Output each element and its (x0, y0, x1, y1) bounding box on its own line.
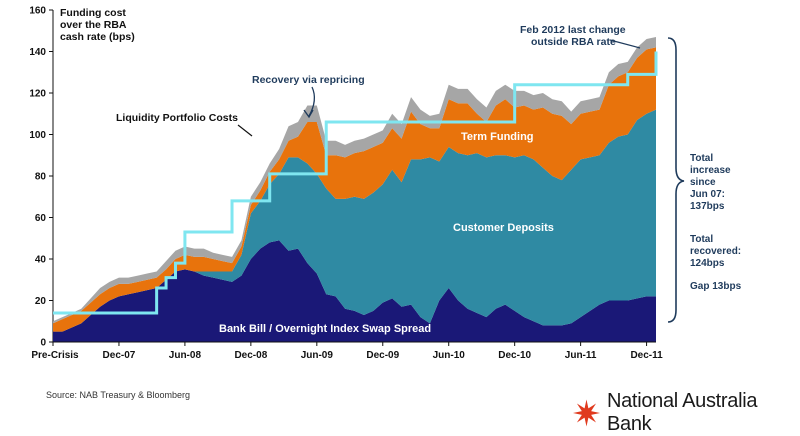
y-tick-label: 140 (29, 47, 46, 58)
customer-deposits-area (53, 109, 656, 332)
term-funding-label: Term Funding (461, 131, 534, 143)
x-tick-label: Dec-09 (366, 350, 399, 361)
x-tick-label: Dec-08 (234, 350, 267, 361)
brand-name: National Australia Bank (606, 390, 758, 435)
repricing-line (53, 51, 658, 315)
liquidity-arrow (237, 124, 253, 137)
total-increase-line-4: Jun 07: (690, 189, 726, 200)
recovery-annotation: Recovery via repricing (252, 74, 365, 86)
liquidity-costs-area (53, 36, 656, 324)
total-recovered-line-2: recovered: (690, 246, 742, 257)
total-increase-brace (667, 37, 685, 323)
brand-logo: National Australia Bank (572, 390, 800, 436)
y-axis-label-line-2: over the RBA (60, 19, 127, 31)
x-axis: Pre-Crisis Dec-07 Jun-08 Dec-08 Jun-09 Dec-09… (31, 341, 663, 361)
y-axis-label-line-1: Funding cost (60, 7, 126, 19)
total-recovered-line-1: Total (690, 234, 714, 245)
total-increase-line-5: 137bps (690, 201, 725, 212)
y-axis: 0 20 40 60 80 100 120 140 160 (29, 6, 54, 349)
x-tick-label: Dec-11 (630, 350, 663, 361)
nab-star-shape (572, 399, 601, 427)
gap-note: Gap 13bps (690, 281, 742, 292)
total-recovered-note: Total recovered: 124bps (690, 234, 741, 270)
total-increase-note: Total increase since Jun 07: 137bps (690, 153, 731, 213)
bank-bill-area (53, 240, 656, 342)
total-increase-line-1: Total (690, 153, 714, 164)
x-tick-label: Dec-07 (103, 350, 136, 361)
y-tick-label: 40 (35, 255, 47, 266)
total-increase-line-2: increase (690, 165, 731, 176)
x-tick-label: Jun-09 (301, 350, 334, 361)
x-tick-label: Pre-Crisis (31, 350, 79, 361)
nab-star-icon (572, 399, 601, 427)
stacked-areas (53, 36, 656, 342)
x-tick-label: Jun-08 (169, 350, 202, 361)
y-tick-label: 60 (35, 213, 47, 224)
source-note: Source: NAB Treasury & Bloomberg (46, 390, 191, 400)
total-increase-line-3: since (690, 177, 716, 188)
feb-2012-annotation-line-2: outside RBA rate (531, 36, 616, 48)
term-funding-area (53, 47, 656, 332)
feb-2012-arrow (609, 39, 641, 49)
customer-deposits-label: Customer Deposits (453, 222, 554, 234)
x-tick-label: Dec-10 (498, 350, 531, 361)
liquidity-label: Liquidity Portfolio Costs (116, 112, 238, 124)
y-tick-label: 100 (29, 130, 46, 141)
y-tick-label: 80 (35, 172, 47, 183)
y-tick-label: 0 (40, 338, 46, 349)
x-tick-label: Jun-11 (565, 350, 597, 361)
feb-2012-annotation-line-1: Feb 2012 last change (520, 24, 626, 36)
y-tick-label: 120 (29, 89, 46, 100)
y-tick-label: 160 (29, 6, 46, 17)
y-tick-label: 20 (35, 296, 47, 307)
y-axis-label-line-3: cash rate (bps) (60, 31, 135, 43)
x-tick-label: Jun-10 (433, 350, 466, 361)
total-recovered-line-3: 124bps (690, 258, 725, 269)
bank-bill-label: Bank Bill / Overnight Index Swap Spread (219, 323, 431, 335)
recovery-arrow-head (303, 109, 314, 119)
repricing-line-group (53, 51, 658, 315)
